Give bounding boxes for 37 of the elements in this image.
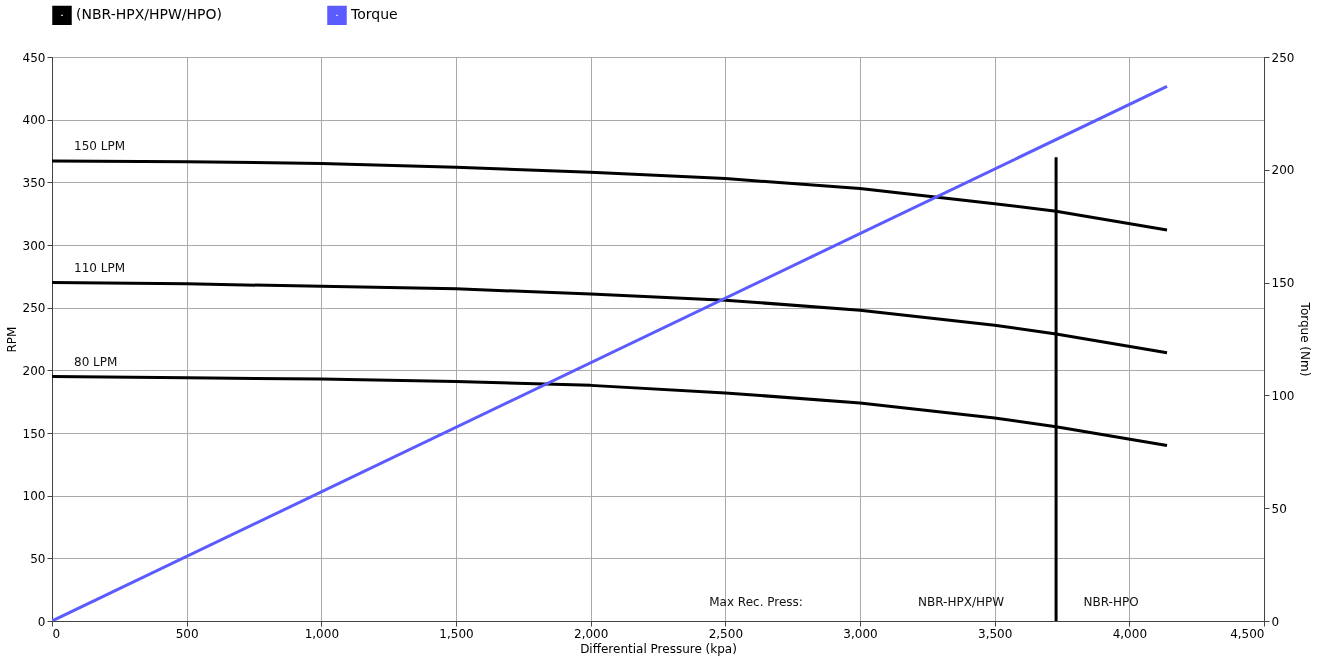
x-tick-label: 1,500: [439, 626, 474, 641]
y-axis-title: RPM: [4, 326, 19, 353]
y-tick-label: 150: [22, 426, 46, 441]
y2-axis-title: Torque (Nm): [1298, 301, 1313, 377]
y-tick-label: 350: [22, 175, 46, 190]
x-tick-label: 4,500: [1230, 626, 1265, 641]
y-tick-label: 450: [22, 50, 46, 65]
x-tick-label: 3,000: [843, 626, 878, 641]
x-tick-label: 3,500: [977, 626, 1013, 641]
y2-tick-label: 50: [1271, 501, 1287, 516]
x-tick-label: 4,000: [1112, 626, 1148, 641]
y-tick-label: 100: [22, 489, 46, 504]
y-tick-label: 0: [37, 614, 46, 629]
annotation: 110 LPM: [74, 260, 125, 275]
y2-tick-label: 100: [1271, 388, 1295, 403]
annotation: NBR-HPO: [1083, 595, 1139, 609]
y2-tick-label: 0: [1271, 614, 1280, 629]
legend-label: (NBR-HPX/HPW/HPO): [76, 6, 223, 23]
x-axis-title: Differential Pressure (kpa): [580, 641, 737, 656]
annotation: 80 LPM: [74, 354, 118, 369]
legend-label: Torque: [350, 6, 398, 23]
x-tick-label: 2,500: [708, 626, 744, 641]
annotation: NBR-HPX/HPW: [918, 595, 1005, 609]
x-tick-label: 2,000: [573, 626, 609, 641]
y-tick-label: 50: [30, 551, 46, 566]
y-tick-label: 400: [22, 113, 46, 128]
y-tick-label: 200: [22, 363, 46, 378]
y-tick-label: 250: [22, 301, 46, 316]
y2-tick-label: 150: [1271, 276, 1295, 291]
x-tick-label: 0: [52, 626, 61, 641]
y2-tick-label: 200: [1271, 163, 1295, 178]
annotation: Max Rec. Press:: [709, 595, 803, 609]
annotation: 150 LPM: [74, 139, 125, 154]
y-tick-label: 300: [22, 238, 46, 253]
y2-tick-label: 250: [1271, 50, 1295, 65]
x-tick-label: 1,000: [304, 626, 340, 641]
x-tick-label: 500: [175, 626, 199, 641]
